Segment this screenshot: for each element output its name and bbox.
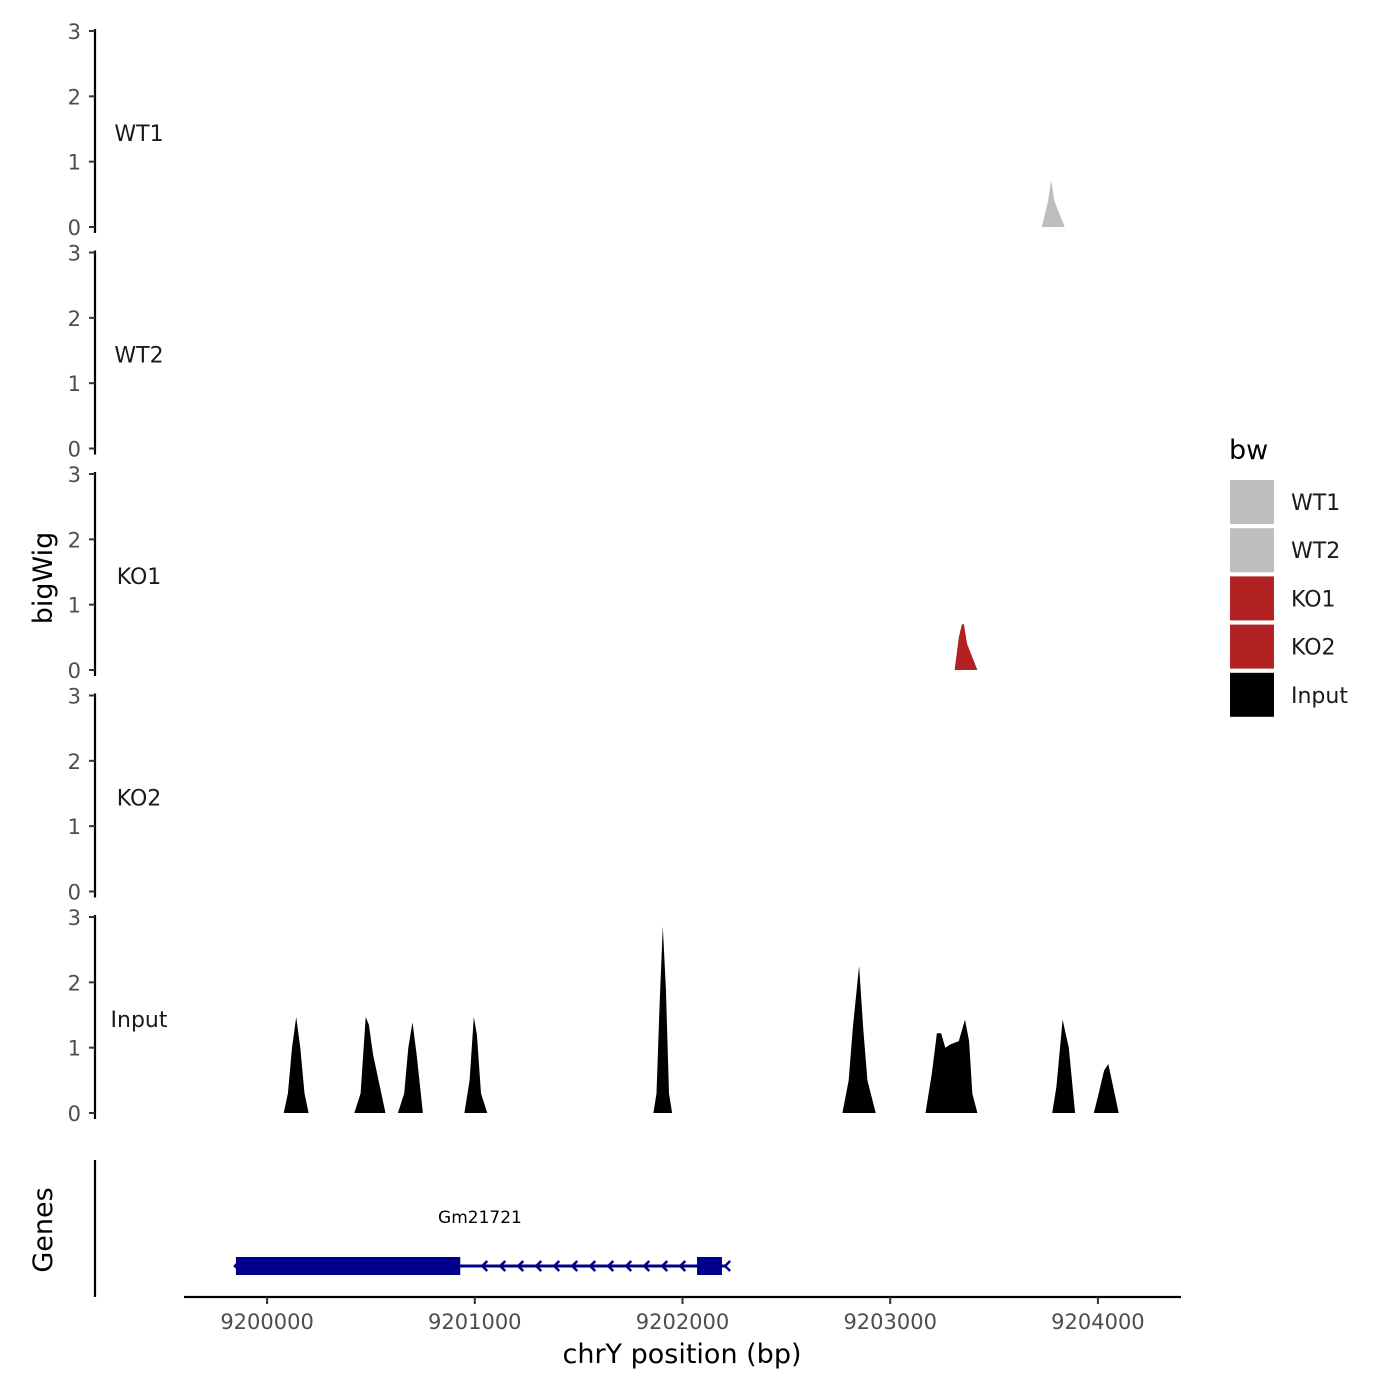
y-tick-label: 0: [68, 216, 81, 240]
x-tick-label: 9202000: [636, 1310, 730, 1334]
legend-label: Input: [1291, 684, 1348, 709]
strand-arrow-icon: [570, 1260, 579, 1272]
y-tick-label: 3: [68, 463, 81, 487]
strand-arrow-icon: [678, 1260, 687, 1272]
legend-title: bw: [1229, 435, 1268, 466]
track-label: WT1: [114, 122, 163, 147]
genes-axis-title: Genes: [28, 1187, 59, 1272]
y-tick-label: 2: [68, 750, 81, 774]
gene-exon: [235, 1257, 461, 1275]
y-tick-label: 0: [68, 1102, 81, 1126]
strand-arrow-icon: [516, 1260, 525, 1272]
y-tick-label: 3: [68, 20, 81, 44]
strand-arrow-icon: [534, 1260, 543, 1272]
track-wt2: 0 1 2 3 WT2: [68, 242, 164, 462]
strand-arrow-icon: [660, 1260, 669, 1272]
legend: bw WT1 WT2 KO1 KO2 Input: [1229, 435, 1348, 717]
track-label: KO2: [117, 787, 162, 812]
strand-arrow-icon: [498, 1260, 507, 1272]
signal-peak: [954, 624, 978, 670]
legend-swatch: [1230, 576, 1274, 621]
signal-peak: [653, 926, 673, 1113]
track-ko1: 0 1 2 3 KO1: [68, 463, 978, 683]
signal-peak: [1041, 180, 1065, 227]
track-label: Input: [111, 1008, 168, 1033]
y-tick-label: 0: [68, 659, 81, 683]
y-tick-label: 0: [68, 438, 81, 462]
signal-peak: [1052, 1019, 1076, 1113]
y-tick-label: 3: [68, 242, 81, 266]
y-tick-label: 3: [68, 685, 81, 709]
strand-arrow-icon: [552, 1260, 561, 1272]
signal-peak: [283, 1017, 309, 1113]
y-tick-label: 1: [68, 594, 81, 618]
legend-label: KO2: [1291, 636, 1336, 661]
x-tick-label: 9200000: [220, 1310, 314, 1334]
strand-arrow-icon: [606, 1260, 615, 1272]
strand-arrow-icon: [624, 1260, 633, 1272]
signal-peak: [925, 1019, 978, 1113]
signal-peak: [397, 1022, 423, 1113]
gene-exon: [697, 1257, 722, 1275]
legend-label: WT1: [1291, 491, 1340, 516]
signal-peak: [464, 1017, 488, 1113]
gene-gm21721: Gm21721: [233, 1208, 732, 1275]
legend-swatch: [1230, 624, 1274, 669]
strand-arrow-icon: [588, 1260, 597, 1272]
legend-swatch: [1230, 480, 1274, 524]
track-wt1: 0 1 2 3 WT1: [68, 20, 1065, 240]
y-tick-label: 2: [68, 528, 81, 552]
strand-arrow-icon: [480, 1260, 489, 1272]
signal-tracks: 0 1 2 3 WT1 0 1 2 3 WT2 0 1 2 3 KO1 0 1 2 3 KO2 0 1 2 3 Input: [68, 20, 1119, 1126]
signal-peak: [354, 1017, 386, 1113]
strand-arrow-icon: [642, 1260, 651, 1272]
genes-panel: Gm21721: [93, 1160, 732, 1297]
y-tick-label: 2: [68, 85, 81, 109]
signal-peak: [1093, 1064, 1119, 1113]
x-axis: 9200000 9201000 9202000 9203000 9204000: [184, 1295, 1181, 1334]
y-tick-label: 0: [68, 881, 81, 905]
y-tick-label: 1: [68, 151, 81, 175]
strand-arrow-icon: [723, 1260, 732, 1272]
legend-label: KO1: [1291, 587, 1336, 612]
y-tick-label: 1: [68, 372, 81, 396]
track-input: 0 1 2 3 Input: [68, 906, 1119, 1126]
legend-label: WT2: [1291, 539, 1340, 564]
x-tick-label: 9201000: [428, 1310, 522, 1334]
x-axis-title: chrY position (bp): [562, 1339, 801, 1370]
y-axis-title: bigWig: [28, 532, 59, 625]
x-tick-label: 9204000: [1051, 1310, 1145, 1334]
track-label: WT2: [114, 344, 163, 369]
y-tick-label: 2: [68, 307, 81, 331]
x-tick-label: 9203000: [843, 1310, 937, 1334]
track-label: KO1: [117, 565, 162, 590]
y-tick-label: 1: [68, 1037, 81, 1061]
legend-swatch: [1230, 528, 1274, 573]
signal-peak: [842, 966, 876, 1113]
y-tick-label: 2: [68, 971, 81, 995]
y-tick-label: 1: [68, 815, 81, 839]
gene-label: Gm21721: [438, 1208, 522, 1228]
y-tick-label: 3: [68, 906, 81, 930]
legend-swatch: [1230, 672, 1274, 717]
track-ko2: 0 1 2 3 KO2: [68, 685, 162, 905]
